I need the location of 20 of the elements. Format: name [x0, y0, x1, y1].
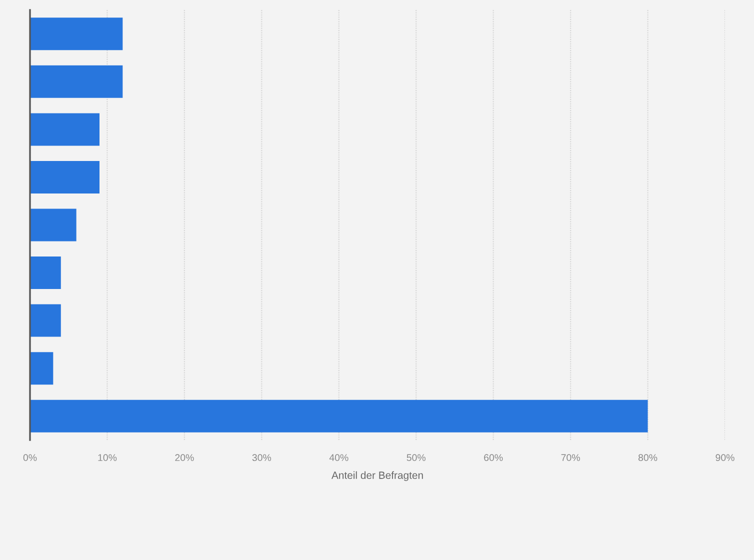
bar: [30, 160, 100, 194]
bar: [30, 65, 123, 98]
x-tick-label: 40%: [329, 454, 348, 462]
bar: [30, 352, 54, 385]
x-tick-label: 10%: [98, 454, 117, 462]
bar: [30, 208, 76, 242]
x-tick-label: 60%: [484, 454, 503, 462]
x-tick-label: 50%: [406, 454, 426, 462]
x-tick-label: 90%: [716, 454, 734, 462]
x-tick-label: 30%: [252, 454, 272, 462]
x-tick-label: 0%: [23, 454, 37, 462]
x-tick-label: 20%: [175, 454, 194, 462]
bar: [30, 400, 648, 432]
bar: [30, 256, 61, 290]
x-tick-label: 70%: [561, 454, 580, 462]
x-tick-label: 80%: [638, 454, 658, 462]
bar: [30, 113, 100, 146]
bar: [30, 304, 61, 337]
x-axis-title: Anteil der Befragten: [331, 471, 423, 481]
bar: [30, 18, 123, 50]
